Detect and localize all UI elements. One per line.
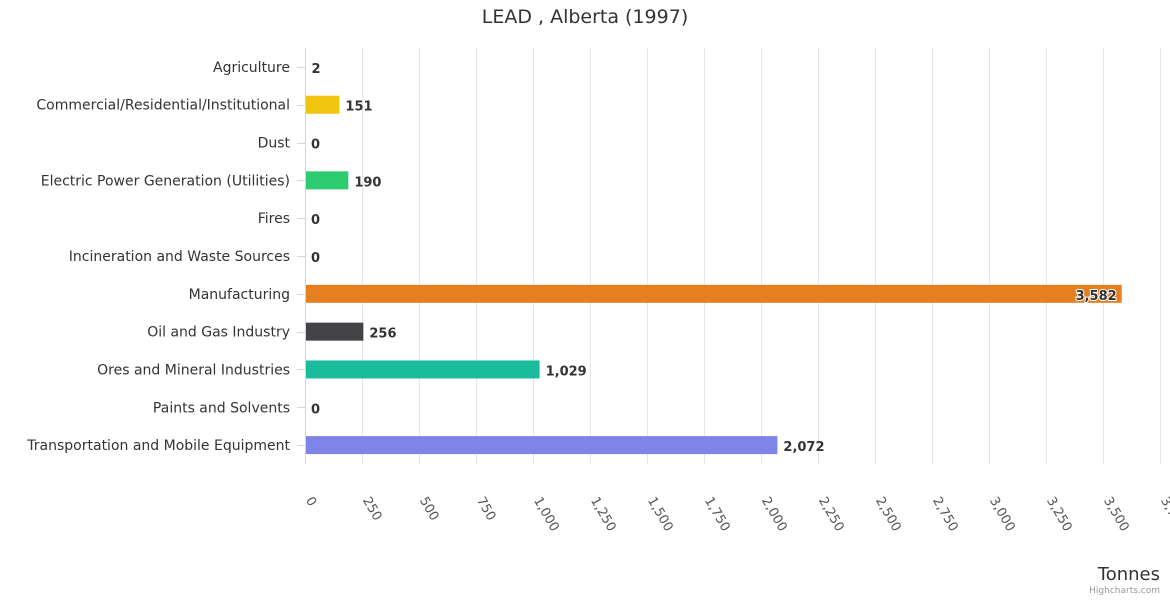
x-tick-label: 2,500 bbox=[872, 495, 904, 535]
category-label: Fires bbox=[258, 211, 290, 227]
data-label: 0 bbox=[311, 213, 320, 228]
data-label: 1,029 bbox=[546, 364, 587, 379]
category-label: Agriculture bbox=[213, 60, 290, 76]
bar[interactable] bbox=[305, 322, 364, 341]
bar[interactable] bbox=[305, 171, 349, 190]
data-label: 151 bbox=[345, 100, 372, 115]
data-label: 2 bbox=[311, 62, 320, 77]
category-label: Transportation and Mobile Equipment bbox=[26, 438, 290, 454]
x-tick-label: 3,250 bbox=[1043, 495, 1075, 535]
bar-series bbox=[305, 57, 1122, 455]
value-axis: 0 250 500 750 1,000 1,250 1,500 1,750 2,000 2,250… bbox=[302, 495, 1170, 535]
category-label: Electric Power Generation (Utilities) bbox=[41, 173, 290, 189]
x-tick-label: 3,000 bbox=[986, 495, 1018, 535]
bar[interactable] bbox=[305, 360, 540, 379]
bar[interactable] bbox=[305, 436, 778, 455]
x-tick-label: 1,750 bbox=[701, 495, 733, 535]
x-tick-label: 2,750 bbox=[929, 495, 961, 535]
chart-title: LEAD , Alberta (1997) bbox=[481, 6, 689, 28]
x-tick-label: 0 bbox=[302, 495, 319, 510]
x-tick-label: 1,500 bbox=[644, 495, 676, 535]
credits-link[interactable]: Highcharts.com bbox=[1089, 586, 1160, 596]
category-label: Manufacturing bbox=[189, 287, 290, 303]
x-tick-label: 750 bbox=[473, 495, 498, 524]
x-tick-label: 1,250 bbox=[587, 495, 619, 535]
x-axis-title: Tonnes bbox=[1097, 564, 1160, 585]
category-label: Ores and Mineral Industries bbox=[97, 362, 290, 378]
category-label: Paints and Solvents bbox=[153, 400, 290, 416]
data-label: 2,072 bbox=[783, 440, 824, 455]
x-tick-label: 2,000 bbox=[758, 495, 790, 535]
x-tick-label: 1,000 bbox=[530, 495, 562, 535]
x-tick-label: 3,750 bbox=[1157, 495, 1170, 535]
x-tick-label: 250 bbox=[359, 495, 384, 524]
bar[interactable] bbox=[305, 284, 1122, 303]
category-label: Dust bbox=[258, 136, 291, 152]
data-label: 0 bbox=[311, 138, 320, 153]
grid-lines bbox=[305, 48, 1161, 464]
category-label: Commercial/Residential/Institutional bbox=[36, 98, 290, 114]
data-label: 0 bbox=[311, 402, 320, 417]
x-tick-label: 500 bbox=[416, 495, 441, 524]
data-labels: 2 151 0 190 0 0 3,582 256 1,029 0 2,072 bbox=[311, 62, 1118, 455]
data-label: 190 bbox=[354, 175, 381, 190]
data-label: 256 bbox=[369, 327, 396, 342]
category-label: Oil and Gas Industry bbox=[147, 325, 290, 341]
x-tick-label: 2,250 bbox=[815, 495, 847, 535]
category-label: Incineration and Waste Sources bbox=[69, 249, 290, 265]
bar[interactable] bbox=[305, 95, 340, 114]
data-label: 0 bbox=[311, 251, 320, 266]
x-tick-label: 3,500 bbox=[1100, 495, 1132, 535]
data-label: 3,582 bbox=[1076, 289, 1117, 304]
category-axis: Agriculture Commercial/Residential/Instit… bbox=[26, 48, 306, 464]
